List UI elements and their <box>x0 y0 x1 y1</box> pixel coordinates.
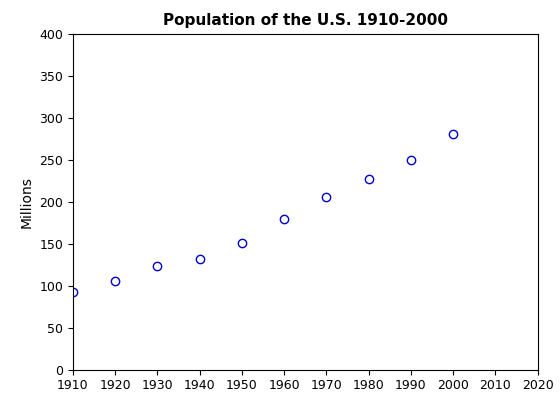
Title: Population of the U.S. 1910-2000: Population of the U.S. 1910-2000 <box>163 13 447 28</box>
Y-axis label: Millions: Millions <box>20 176 34 228</box>
